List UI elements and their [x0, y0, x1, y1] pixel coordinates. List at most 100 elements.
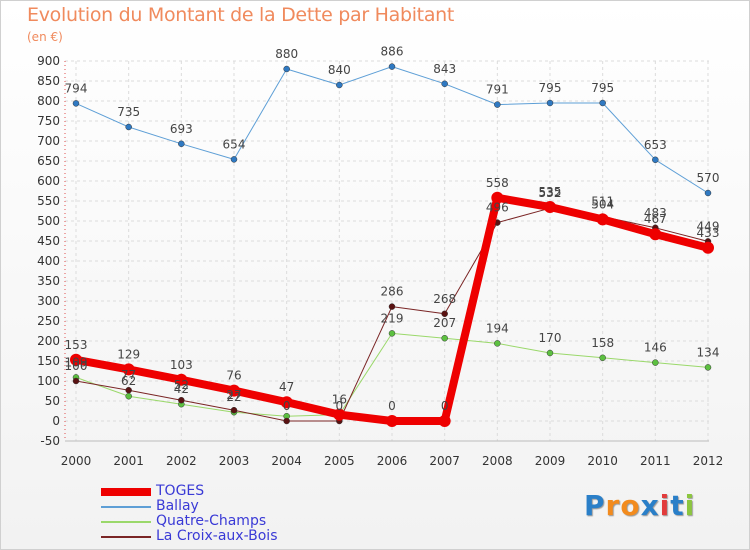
- data-point-la-croix-aux-bois: [388, 303, 396, 310]
- data-label-quatre-champs: 219: [381, 311, 404, 325]
- data-label-ballay: 693: [170, 122, 193, 136]
- data-label-ballay: 570: [697, 171, 720, 185]
- data-label-la-croix-aux-bois: 77: [121, 368, 136, 382]
- data-label-la-croix-aux-bois: 268: [433, 292, 456, 306]
- y-tick-label: 100: [37, 374, 60, 388]
- data-point-la-croix-aux-bois: [441, 310, 448, 318]
- legend-label-quatre-champs: Quatre-Champs: [156, 513, 267, 529]
- data-point-toges: [649, 228, 662, 241]
- data-label-toges: 47: [279, 380, 294, 394]
- data-label-ballay: 795: [591, 81, 614, 95]
- data-point-toges: [280, 396, 293, 409]
- y-tick-label: 450: [37, 234, 60, 248]
- data-point-quatre-champs: [388, 330, 396, 337]
- data-point-toges: [70, 353, 82, 366]
- y-tick-label: 200: [37, 334, 60, 348]
- data-label-ballay: 840: [328, 63, 351, 77]
- data-point-la-croix-aux-bois: [283, 417, 290, 425]
- data-point-toges: [438, 415, 451, 427]
- data-label-toges: 0: [441, 399, 449, 413]
- y-tick-label: 250: [37, 314, 60, 328]
- data-label-ballay: 653: [644, 138, 667, 152]
- data-point-ballay: [72, 100, 80, 107]
- data-label-la-croix-aux-bois: 27: [226, 388, 241, 402]
- data-point-toges: [175, 373, 188, 386]
- data-point-quatre-champs: [599, 354, 606, 362]
- y-tick-label: 500: [37, 214, 60, 228]
- y-tick-label: 400: [37, 254, 60, 268]
- data-label-la-croix-aux-bois: 0: [283, 399, 291, 413]
- data-point-la-croix-aux-bois: [230, 406, 238, 414]
- data-point-la-croix-aux-bois: [72, 377, 80, 385]
- data-point-toges: [702, 241, 714, 254]
- x-tick-label: 2011: [640, 454, 671, 468]
- y-tick-label: 800: [37, 94, 60, 108]
- x-tick-label: 2005: [324, 454, 355, 468]
- data-label-ballay: 654: [223, 137, 246, 151]
- data-point-ballay: [125, 123, 132, 131]
- x-tick-label: 2008: [482, 454, 513, 468]
- data-label-toges: 535: [539, 185, 562, 199]
- data-point-toges: [386, 415, 398, 427]
- data-label-ballay: 791: [486, 83, 509, 97]
- data-point-ballay: [388, 63, 396, 70]
- legend-label-la-croix-aux-bois: La Croix-aux-Bois: [156, 528, 278, 544]
- y-tick-label: 900: [37, 54, 60, 68]
- data-label-quatre-champs: 42: [174, 382, 189, 396]
- x-tick-label: 2001: [113, 454, 144, 468]
- y-tick-label: 300: [37, 294, 60, 308]
- chart-unit: (en €): [27, 30, 63, 44]
- data-label-la-croix-aux-bois: 449: [697, 219, 720, 233]
- data-point-toges: [122, 363, 135, 376]
- data-label-la-croix-aux-bois: 496: [486, 201, 509, 215]
- chart-title: Evolution du Montant de la Dette par Hab…: [27, 4, 455, 26]
- legend-label-ballay: Ballay: [156, 498, 199, 514]
- x-tick-label: 2006: [377, 454, 408, 468]
- x-tick-label: 2004: [271, 454, 302, 468]
- data-label-toges: 153: [65, 338, 88, 352]
- data-point-ballay: [652, 156, 659, 164]
- data-label-quatre-champs: 207: [433, 316, 456, 330]
- x-tick-label: 2003: [219, 454, 250, 468]
- data-point-toges: [333, 408, 346, 421]
- legend-swatch-quatre-champs: [101, 521, 151, 523]
- data-label-quatre-champs: 109: [65, 355, 88, 369]
- data-label-ballay: 843: [433, 62, 456, 76]
- data-point-quatre-champs: [494, 340, 501, 347]
- data-point-ballay: [704, 189, 712, 197]
- x-tick-label: 2002: [166, 454, 197, 468]
- data-label-ballay: 880: [275, 47, 298, 61]
- data-point-ballay: [441, 80, 448, 88]
- y-tick-label: 550: [37, 194, 60, 208]
- data-point-ballay: [283, 65, 290, 73]
- x-tick-label: 2009: [535, 454, 566, 468]
- data-label-quatre-champs: 158: [591, 336, 614, 350]
- y-tick-label: 700: [37, 134, 60, 148]
- data-label-quatre-champs: 170: [539, 331, 562, 345]
- data-label-toges: 0: [388, 399, 396, 413]
- data-label-la-croix-aux-bois: 100: [65, 359, 88, 373]
- data-point-ballay: [178, 140, 185, 148]
- data-label-la-croix-aux-bois: 52: [174, 378, 189, 392]
- data-point-quatre-champs: [704, 364, 712, 371]
- data-label-quatre-champs: 194: [486, 321, 509, 335]
- y-tick-label: 150: [37, 354, 60, 368]
- data-label-quatre-champs: 134: [697, 345, 720, 359]
- data-point-ballay: [494, 101, 501, 108]
- data-label-toges: 76: [226, 369, 241, 383]
- y-tick-label: 350: [37, 274, 60, 288]
- x-tick-label: 2010: [587, 454, 618, 468]
- data-point-ballay: [599, 99, 606, 107]
- legend-label-toges: TOGES: [156, 483, 205, 499]
- data-point-ballay: [546, 99, 554, 107]
- data-label-la-croix-aux-bois: 0: [336, 399, 344, 413]
- data-label-ballay: 886: [381, 45, 404, 59]
- data-label-ballay: 794: [65, 81, 88, 95]
- data-label-toges: 467: [644, 212, 667, 226]
- data-label-la-croix-aux-bois: 511: [591, 195, 614, 209]
- y-tick-label: 750: [37, 114, 60, 128]
- data-label-toges: 129: [117, 347, 140, 361]
- data-label-la-croix-aux-bois: 286: [381, 285, 404, 299]
